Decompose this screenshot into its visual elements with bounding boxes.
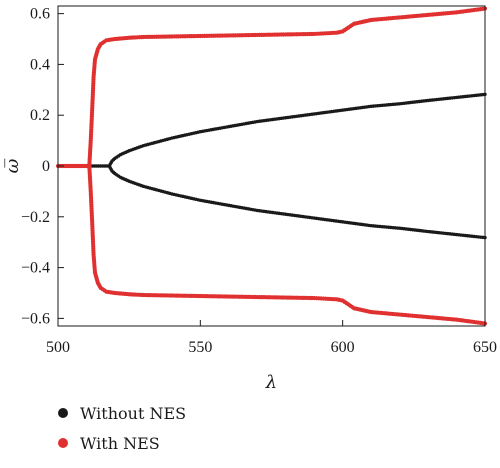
x-tick-label: 650 xyxy=(473,339,497,356)
axis-ticks: 500 550 600 650 −0.6 −0.4 −0.2 0 0.2 0.4 0.6 xyxy=(21,6,497,356)
legend-item-with-nes: With NES xyxy=(58,428,186,458)
series-without-nes xyxy=(56,92,487,240)
y-tick-label: −0.4 xyxy=(21,260,50,277)
legend-marker-red xyxy=(58,438,68,448)
legend-marker-black xyxy=(58,408,68,418)
y-tick-label: −0.6 xyxy=(21,310,50,327)
series-with-nes xyxy=(55,6,488,326)
y-axis-label: ω̅ xyxy=(2,158,23,173)
x-tick-label: 550 xyxy=(188,339,212,356)
y-tick-label: 0.4 xyxy=(30,56,50,73)
x-tick-label: 600 xyxy=(331,339,355,356)
legend: Without NES With NES xyxy=(58,398,186,458)
y-tick-label: 0.6 xyxy=(30,6,50,23)
plot-frame xyxy=(57,5,486,327)
data-marks xyxy=(55,6,488,326)
x-axis-label: λ xyxy=(265,372,277,393)
y-tick-label: 0.2 xyxy=(30,107,50,124)
y-tick-label: 0 xyxy=(42,158,50,175)
legend-label: With NES xyxy=(80,433,160,453)
legend-item-without-nes: Without NES xyxy=(58,398,186,428)
legend-label: Without NES xyxy=(80,403,187,423)
x-tick-label: 500 xyxy=(46,339,70,356)
chart: 500 550 600 650 −0.6 −0.4 −0.2 0 0.2 0.4 0.6 λ ω̅ xyxy=(2,5,497,393)
y-tick-label: −0.2 xyxy=(21,209,50,226)
